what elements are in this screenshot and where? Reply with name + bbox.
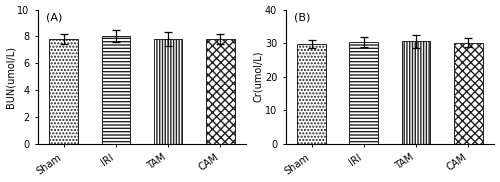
Y-axis label: Cr(umol/L): Cr(umol/L) [254, 51, 264, 102]
Y-axis label: BUN(umol/L): BUN(umol/L) [6, 46, 16, 108]
Bar [402, 41, 430, 144]
Bar [206, 39, 234, 144]
Bar [298, 44, 326, 144]
Bar [454, 43, 482, 144]
Bar [350, 42, 378, 144]
Bar [154, 39, 182, 144]
Text: (B): (B) [294, 12, 310, 22]
Bar [50, 39, 78, 144]
Bar [102, 36, 130, 144]
Text: (A): (A) [46, 12, 62, 22]
